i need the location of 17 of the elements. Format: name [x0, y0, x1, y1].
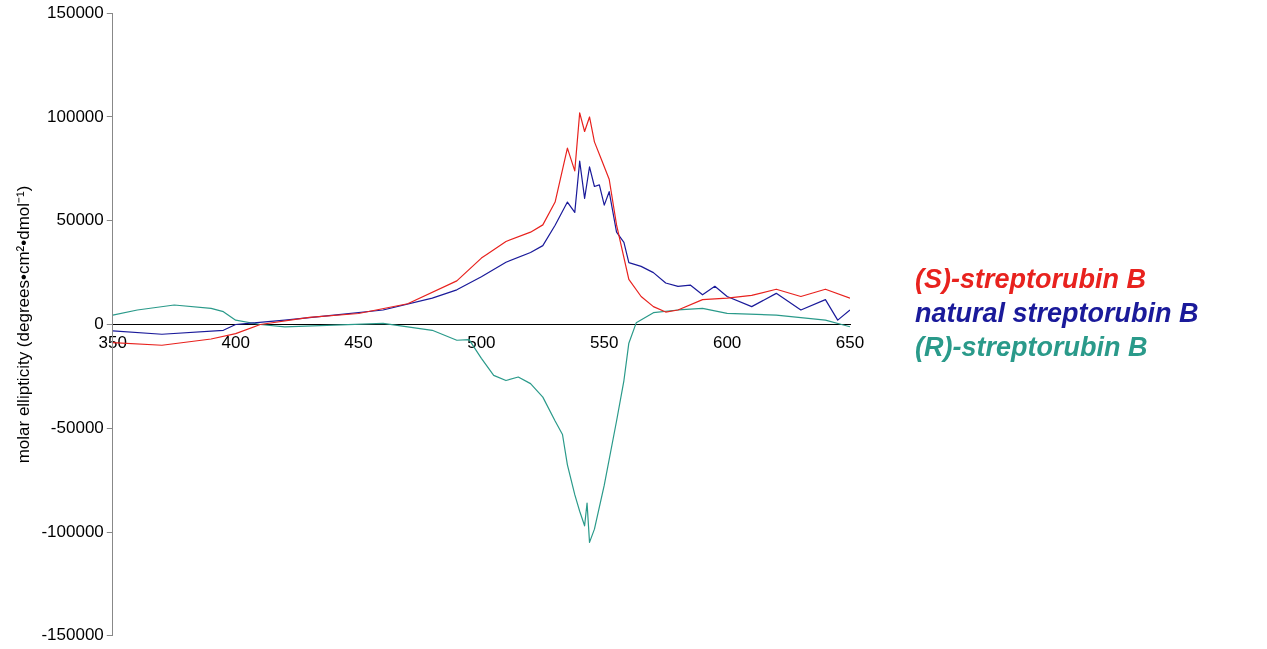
text: (R)-streptorubin B — [915, 331, 1149, 364]
y-tick-label: -50000 — [50, 417, 104, 437]
x-tick-label: 450 — [344, 333, 373, 353]
x-tick-label: 350 — [98, 333, 127, 353]
y-tick-label: 100000 — [47, 106, 104, 126]
x-tick-label: 550 — [590, 333, 619, 353]
y-tick-label: 150000 — [47, 2, 104, 22]
y-axis-title: molar ellipticity (degrees•cm²•dmol⁻¹) — [13, 185, 33, 464]
text: (S)-streptorubin B — [915, 263, 1147, 296]
x-tick-label: 600 — [712, 333, 742, 353]
y-tick-label: -150000 — [41, 625, 104, 645]
y-tick-label: 50000 — [56, 210, 104, 230]
y-tick-label: 0 — [94, 314, 104, 334]
x-tick-label: 650 — [835, 333, 865, 353]
x-tick-label: 400 — [221, 333, 250, 353]
text: natural streptorubin B — [915, 297, 1199, 330]
y-tick-label: -100000 — [41, 521, 104, 541]
